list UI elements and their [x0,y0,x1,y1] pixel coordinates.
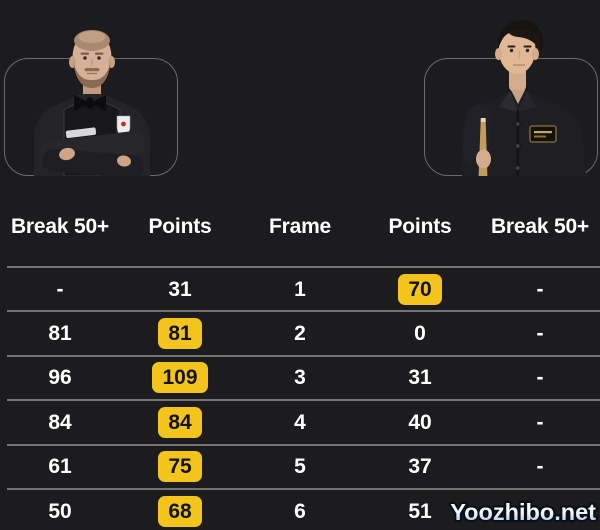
cell-value: 84 [48,410,72,434]
cell-points-right: 31 [360,365,480,390]
cell-value: 96 [48,366,72,390]
winning-points-badge: 75 [158,451,202,483]
cell-value: - [536,410,544,434]
cell-value: 51 [408,499,432,523]
cell-break-50-left: - [0,277,120,302]
column-header-break-50-left: Break 50+ [10,215,110,238]
table-row: 81 81 2 0 - [0,310,600,354]
cell-points-right: 51 [360,499,480,524]
cell-break-50-right: - [480,410,600,435]
cell-frame: 2 [240,321,360,346]
cell-value: 1 [294,277,306,301]
cell-value: 81 [48,322,72,346]
cell-break-50-right: - [480,365,600,390]
table-header: Break 50+ Points Frame Points Break 50+ [0,212,600,242]
cell-value: 3 [294,366,306,390]
cell-value: 5 [294,455,306,479]
cell-frame: 6 [240,499,360,524]
cell-break-50-left: 96 [0,365,120,390]
cell-value: 37 [408,455,432,479]
cell-break-50-left: 84 [0,410,120,435]
row-divider [7,443,600,446]
cell-frame: 1 [240,277,360,302]
cell-value: 6 [294,499,306,523]
cell-frame: 4 [240,410,360,435]
cell-break-50-right: - [480,277,600,302]
cell-value: - [536,455,544,479]
player-photo-left [34,30,150,176]
column-header-points-left: Points [148,215,212,238]
row-divider [7,310,600,313]
row-divider [7,266,600,268]
table-rows: -31 1 70-81 81 2 0-96 109 3 31-84 84 4 40-61 75 5 37-5… [0,266,600,530]
winning-points-badge: 68 [158,495,202,527]
cell-break-50-right: - [480,454,600,479]
winning-points-badge: 84 [158,406,202,438]
cell-points-left: 75 [120,451,240,483]
cell-points-left: 81 [120,318,240,350]
cell-break-50-left: 61 [0,454,120,479]
cell-value: 61 [48,455,72,479]
cell-points-right: 70 [360,273,480,305]
cell-points-left: 31 [120,277,240,302]
player-photo-right [461,20,586,176]
table-row: 50 68 6 51 - [0,487,600,530]
cell-break-50-right: - [480,499,600,524]
cell-frame: 5 [240,454,360,479]
cell-value: - [56,277,64,301]
cell-value: 50 [48,499,72,523]
winning-points-badge: 81 [158,318,202,350]
row-divider [7,487,600,490]
cell-frame: 3 [240,365,360,390]
winning-points-badge: 109 [152,362,208,394]
cell-value: 0 [414,322,426,346]
cell-value: 2 [294,322,306,346]
cell-points-right: 40 [360,410,480,435]
cell-points-left: 84 [120,406,240,438]
table-row: 61 75 5 37 - [0,443,600,488]
cell-break-50-left: 50 [0,499,120,524]
column-header-break-50-right: Break 50+ [490,215,590,238]
cell-break-50-left: 81 [0,321,120,346]
cell-points-right: 37 [360,454,480,479]
table-row: - 31 1 70 - [0,266,600,310]
cell-value: 31 [408,366,432,390]
row-divider [7,399,600,402]
watermark-text: Yoozhibo.net [450,499,596,525]
cell-value: 4 [294,410,306,434]
cell-points-left: 109 [120,362,240,394]
cell-value: - [536,366,544,390]
cell-break-50-right: - [480,321,600,346]
cell-value: 31 [168,277,192,301]
winning-points-badge: 70 [398,273,442,305]
cell-value: 40 [408,410,432,434]
watermark: Yoozhibo.net [448,497,598,528]
cell-value: - [536,277,544,301]
column-header-points-right: Points [388,215,452,238]
table-row: 84 84 4 40 - [0,399,600,443]
cell-points-right: 0 [360,321,480,346]
table-row: 96 109 3 31 - [0,354,600,399]
cell-value: - [536,322,544,346]
cell-value: - [536,499,544,523]
cell-points-left: 68 [120,495,240,527]
column-header-frame: Frame [268,215,332,238]
row-divider [7,354,600,357]
